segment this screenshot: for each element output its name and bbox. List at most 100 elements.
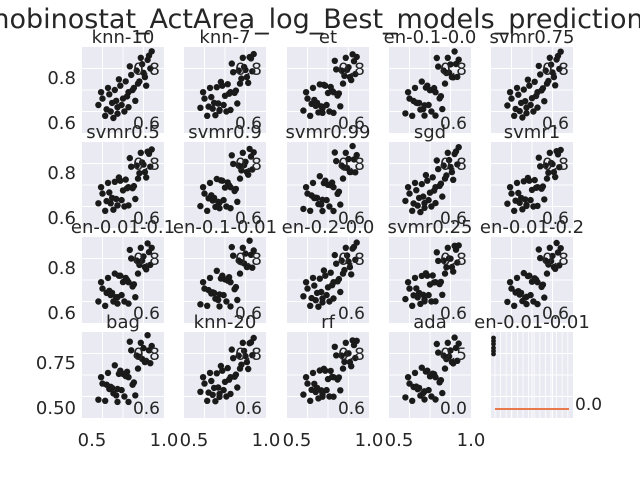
- data-point: [104, 369, 112, 377]
- y-tick-label: 0.8: [47, 163, 76, 184]
- data-point: [114, 398, 121, 406]
- data-point: [107, 108, 114, 115]
- data-point: [445, 353, 453, 360]
- data-point: [107, 200, 114, 207]
- data-point: [337, 103, 344, 110]
- data-point: [433, 157, 440, 164]
- x-tick-label: 1.0: [150, 430, 179, 451]
- data-point: [348, 76, 355, 84]
- data-point: [209, 289, 216, 296]
- data-point: [213, 267, 220, 274]
- data-point: [349, 142, 356, 150]
- panel-15: en-0.01-0.2 0.8 0.6: [480, 217, 584, 324]
- twin-axis-tick: 0.8: [338, 155, 365, 175]
- data-point: [129, 185, 136, 192]
- data-point: [114, 385, 121, 393]
- data-point: [504, 102, 511, 109]
- data-point: [243, 73, 251, 81]
- data-point: [421, 396, 428, 403]
- data-point: [532, 92, 540, 100]
- data-point: [523, 110, 530, 117]
- data-point: [339, 270, 347, 277]
- data-point: [250, 334, 257, 342]
- data-point: [234, 100, 241, 107]
- data-point: [133, 67, 140, 74]
- data-point: [535, 154, 542, 161]
- data-point: [206, 369, 214, 377]
- data-point: [440, 162, 447, 169]
- data-point: [552, 82, 559, 89]
- twin-axis-tick: 0.8: [338, 250, 365, 270]
- data-point: [441, 365, 449, 372]
- data-point: [406, 285, 413, 292]
- x-tick-label: 1.0: [252, 430, 281, 451]
- data-point: [125, 300, 132, 307]
- data-point: [99, 95, 106, 102]
- x-tick-label: 0.5: [385, 430, 414, 451]
- data-point: [508, 190, 515, 197]
- data-point: [402, 197, 409, 205]
- data-point: [302, 89, 310, 96]
- twin-axis-tick: 0.6: [133, 209, 160, 229]
- twin-axis-tick: 0.6: [133, 399, 160, 419]
- panel-1: knn-10 0.8 0.6 0.8 0.6: [47, 27, 164, 134]
- data-point: [110, 114, 117, 122]
- twin-axis-tick: 0.8: [440, 60, 467, 80]
- data-point: [206, 274, 214, 282]
- data-point: [447, 163, 454, 171]
- panel-6: svmr0.5 0.8 0.6 0.8 0.6: [47, 122, 164, 229]
- data-point: [451, 334, 458, 341]
- data-point: [318, 288, 325, 296]
- panel-13: en-0.2-0.0 0.8 0.6: [282, 217, 375, 324]
- twin-axis-tick: 0.8: [338, 345, 365, 365]
- data-point: [137, 244, 144, 251]
- data-point: [345, 63, 352, 71]
- data-point: [424, 177, 431, 184]
- data-point: [128, 255, 135, 262]
- data-point: [122, 78, 129, 85]
- data-point: [128, 347, 135, 354]
- data-point: [320, 267, 328, 274]
- data-point: [249, 68, 256, 75]
- data-point: [345, 155, 352, 163]
- data-point: [99, 285, 106, 292]
- data-point: [95, 101, 102, 109]
- data-point: [212, 398, 219, 405]
- data-point: [148, 342, 155, 350]
- data-point: [213, 370, 220, 377]
- twin-axis-tick: 0.6: [235, 114, 262, 134]
- data-point: [320, 179, 328, 187]
- data-point: [433, 54, 440, 62]
- data-point: [231, 286, 238, 293]
- data-point: [425, 196, 432, 204]
- data-point: [239, 149, 246, 156]
- data-point: [225, 274, 233, 281]
- data-point: [328, 373, 336, 381]
- data-point: [307, 302, 314, 309]
- data-point: [111, 86, 119, 94]
- twin-axis-tick: 0.0: [575, 395, 602, 415]
- data-point: [331, 343, 338, 350]
- data-point: [224, 364, 231, 372]
- data-point: [104, 274, 112, 282]
- data-point: [531, 78, 538, 86]
- data-point: [250, 149, 257, 156]
- data-point: [320, 365, 328, 372]
- data-point: [140, 69, 147, 77]
- data-point: [451, 48, 458, 55]
- data-point: [443, 264, 450, 271]
- y-tick-label: 0.6: [47, 113, 76, 134]
- data-point: [123, 368, 131, 375]
- data-point: [123, 93, 131, 100]
- data-point: [111, 178, 119, 185]
- panel-title: svmr0.5: [86, 122, 160, 143]
- data-point: [516, 199, 523, 206]
- data-point: [137, 54, 144, 61]
- data-point: [143, 357, 150, 365]
- data-point: [413, 187, 420, 194]
- data-point: [129, 86, 136, 94]
- data-point: [447, 61, 454, 68]
- data-point: [549, 252, 556, 260]
- data-point: [421, 102, 428, 109]
- data-point: [519, 114, 526, 121]
